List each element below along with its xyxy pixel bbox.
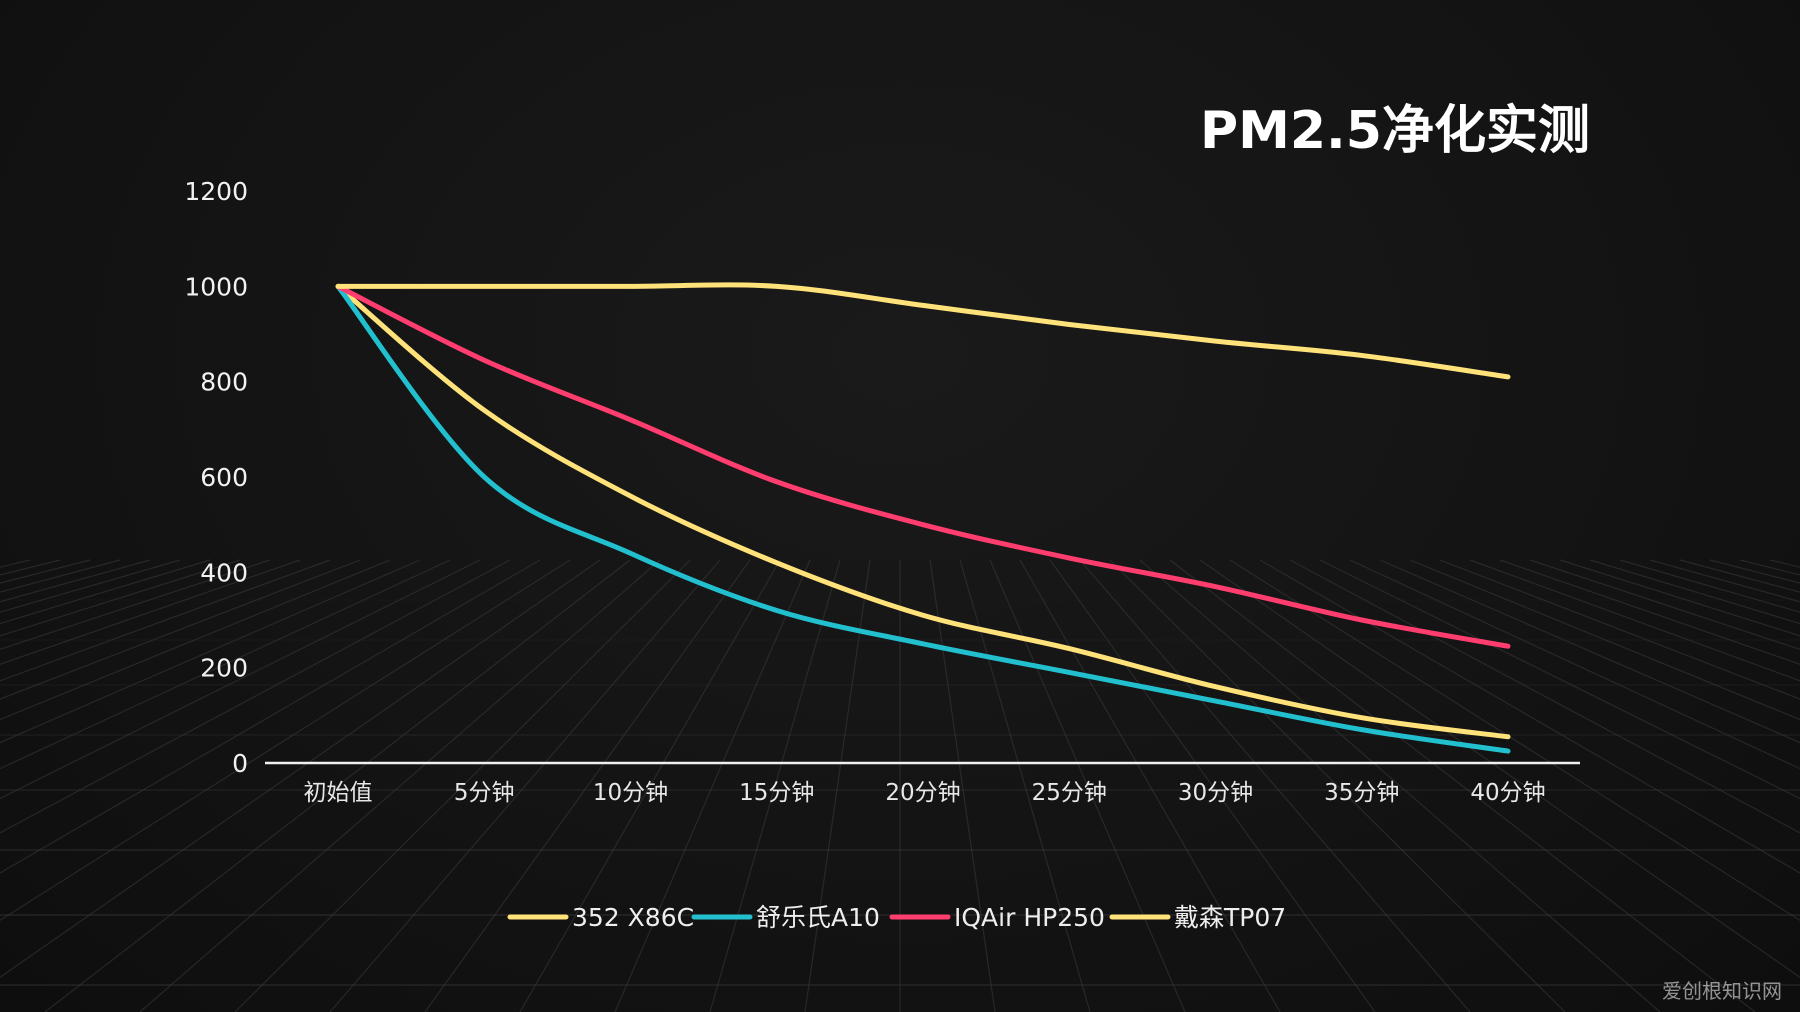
floor-grid-line — [0, 559, 121, 593]
x-tick-label: 5分钟 — [454, 780, 515, 806]
watermark-text: 爱创根知识网 — [1662, 979, 1782, 1003]
floor-grid-line — [0, 559, 151, 603]
floor-grid-line — [139, 559, 661, 1012]
series-line-2 — [335, 283, 1511, 754]
floor-grid-line — [1019, 559, 1281, 1012]
x-tick-label: 20分钟 — [885, 780, 960, 806]
floor-grid-line — [1499, 559, 1800, 665]
floor-grid-line — [0, 559, 601, 978]
floor-grid-line — [1259, 559, 1800, 874]
series-lines — [335, 282, 1511, 754]
y-tick-label: 400 — [200, 558, 248, 587]
floor-grid-line — [614, 559, 811, 1012]
floor-grid-line — [1349, 559, 1800, 770]
floor-grid-line — [1739, 559, 1800, 576]
y-tick-label: 600 — [200, 463, 248, 492]
floor-grid-line — [1199, 559, 1800, 978]
floor-grid-line — [1229, 559, 1800, 922]
y-tick-label: 0 — [232, 749, 248, 778]
floor-grid-line — [329, 559, 721, 1012]
floor-grid-line — [929, 559, 996, 1012]
y-tick-label: 1000 — [184, 272, 248, 301]
floor-grid-line — [804, 559, 871, 1012]
floor-grid-line — [0, 559, 571, 922]
floor-grid-line — [1679, 559, 1800, 593]
floor-grid-line — [1079, 559, 1471, 1012]
series-line-4 — [335, 282, 1511, 380]
floor-grid-line — [44, 559, 631, 1012]
floor-grid-line — [0, 559, 241, 637]
legend-label: 舒乐氏A10 — [756, 903, 880, 932]
floor-grid-line — [0, 559, 481, 800]
floor-grid-line — [0, 559, 91, 584]
floor-grid-line — [1169, 559, 1756, 1012]
x-tick-label: 40分钟 — [1470, 780, 1545, 806]
floor-grid-line — [1559, 559, 1800, 637]
x-tick-label: 35分钟 — [1324, 780, 1399, 806]
y-tick-label: 200 — [200, 654, 248, 683]
floor-grid-line — [989, 559, 1186, 1012]
floor-grid-line — [959, 559, 1091, 1012]
floor-grid-line — [0, 559, 451, 770]
legend-label: IQAir HP250 — [954, 903, 1105, 932]
floor-grid-line — [0, 559, 361, 700]
floor-grid-line — [0, 559, 511, 834]
floor-grid-line — [709, 559, 841, 1012]
y-tick-label: 1200 — [184, 177, 248, 206]
floor-grid-line — [1049, 559, 1376, 1012]
floor-grid-line — [424, 559, 751, 1012]
legend-label: 352 X86C — [572, 903, 694, 932]
chart-legend: 352 X86C 舒乐氏A10 IQAir HP250 戴森TP07 — [507, 903, 1286, 932]
floor-grid-line — [1109, 559, 1566, 1012]
legend-label: 戴森TP07 — [1174, 903, 1286, 932]
floor-grid-line — [1379, 559, 1800, 744]
floor-grid-line — [0, 559, 391, 721]
floor-grid-line — [1409, 559, 1800, 721]
floor-grid-line — [234, 559, 691, 1012]
perspective-floor-grid — [0, 559, 1800, 1012]
floor-grid-line — [1649, 559, 1800, 603]
floor-grid-line — [0, 559, 301, 665]
x-tick-label: 30分钟 — [1178, 780, 1253, 806]
y-axis-ticks: 0 200 400 600 800 1000 1200 — [184, 177, 248, 778]
floor-grid-line — [1319, 559, 1800, 800]
series-line-3 — [335, 283, 1511, 649]
x-tick-label: 25分钟 — [1032, 780, 1107, 806]
series-line-1 — [335, 283, 1511, 740]
floor-grid-line — [0, 559, 61, 576]
floor-grid-line — [1709, 559, 1800, 584]
floor-grid-line — [1439, 559, 1800, 700]
x-axis-ticks: 初始值 5分钟 10分钟 15分钟 20分钟 25分钟 30分钟 35分钟 40分钟 — [304, 780, 1546, 806]
floor-grid-line — [0, 559, 421, 744]
x-tick-label: 初始值 — [304, 780, 373, 806]
floor-grid-line — [519, 559, 781, 1012]
y-tick-label: 800 — [200, 368, 248, 397]
floor-grid-line — [0, 559, 271, 651]
x-tick-label: 15分钟 — [739, 780, 814, 806]
floor-grid-line — [0, 559, 331, 682]
chart-title: PM2.5净化实测 — [1200, 101, 1590, 161]
floor-grid-line — [1529, 559, 1800, 651]
floor-grid-line — [1139, 559, 1661, 1012]
floor-grid-line — [1469, 559, 1800, 682]
x-tick-label: 10分钟 — [593, 780, 668, 806]
floor-grid-line — [0, 559, 541, 874]
